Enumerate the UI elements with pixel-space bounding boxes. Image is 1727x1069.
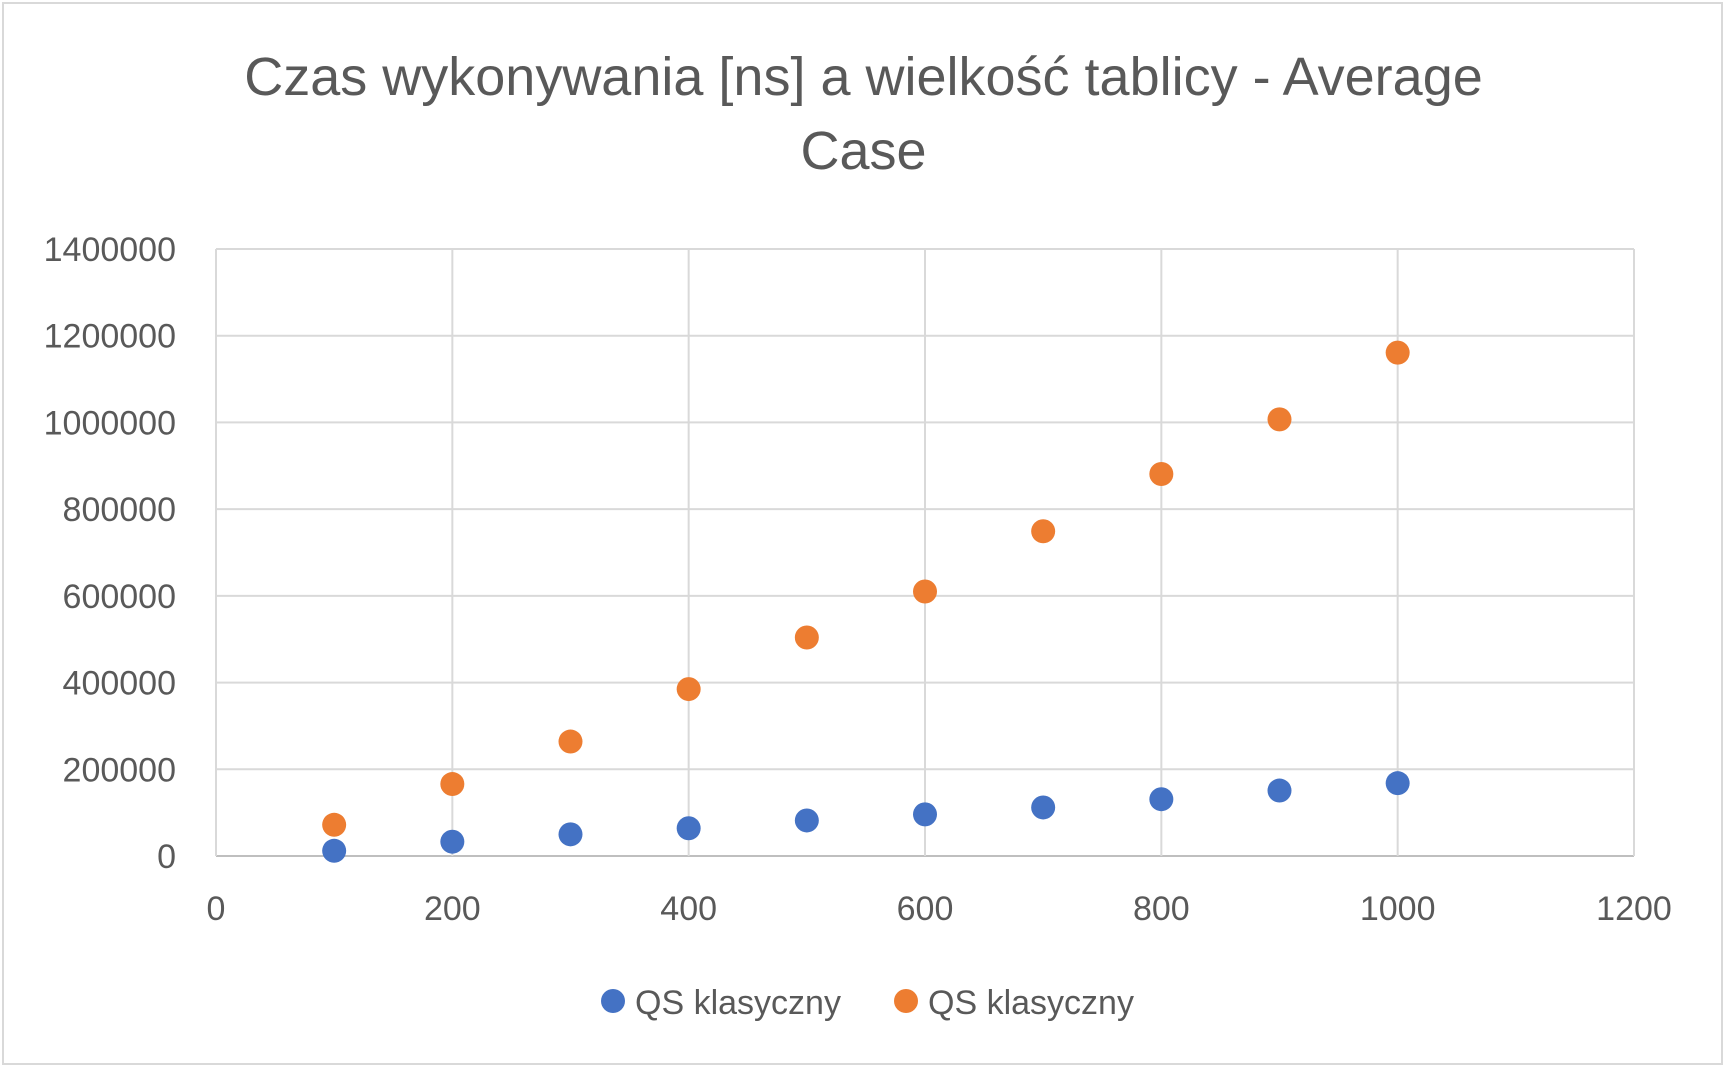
- x-axis-tick-labels: 0 200 400 600 800 1000 1200: [207, 890, 1672, 928]
- series-1-point: [794, 808, 819, 833]
- series-2-point: [1267, 407, 1292, 432]
- series-1-point: [1385, 771, 1410, 796]
- gridlines: [215, 248, 1635, 857]
- series-2-point: [1031, 519, 1056, 544]
- series-2-point: [322, 812, 347, 837]
- series-2-point: [794, 625, 819, 650]
- series-1-point: [1267, 778, 1292, 803]
- legend-marker-2: [894, 989, 918, 1013]
- series-1-point: [676, 816, 701, 841]
- x-tick-label: 1200: [1596, 890, 1672, 928]
- chart-title-line-2: Case: [800, 121, 927, 181]
- series-2-point: [676, 677, 701, 702]
- y-tick-label: 1400000: [44, 231, 176, 269]
- y-tick-label: 600000: [63, 578, 176, 616]
- series-1-point: [558, 822, 583, 847]
- legend-label-2: QS klasyczny: [928, 984, 1134, 1022]
- series-1-point: [1149, 787, 1174, 812]
- x-tick-label: 200: [424, 890, 481, 928]
- y-tick-label: 1200000: [44, 318, 176, 356]
- series-1-point: [322, 838, 347, 863]
- y-tick-label: 400000: [63, 665, 176, 703]
- series-1-point: [1031, 795, 1056, 820]
- y-tick-label: 800000: [63, 491, 176, 529]
- series-2-point: [558, 729, 583, 754]
- y-tick-label: 0: [157, 838, 176, 876]
- x-tick-label: 800: [1133, 890, 1190, 928]
- y-tick-label: 200000: [63, 751, 176, 789]
- x-tick-label: 1000: [1360, 890, 1436, 928]
- data-points: [322, 340, 1410, 863]
- legend-label-1: QS klasyczny: [635, 984, 841, 1022]
- x-tick-label: 600: [897, 890, 954, 928]
- legend: QS klasyczny QS klasyczny: [601, 984, 1134, 1022]
- series-2-point: [1385, 340, 1410, 365]
- series-2-point: [1149, 462, 1174, 487]
- y-axis-tick-labels: 0 200000 400000 600000 800000 1000000 1200000 1…: [44, 231, 176, 876]
- series-2-point: [440, 772, 465, 797]
- chart-title-line-1: Czas wykonywania [ns] a wielkość tablicy…: [244, 47, 1483, 107]
- legend-marker-1: [601, 989, 625, 1013]
- series-1-point: [440, 829, 465, 854]
- series-1-point: [913, 802, 937, 827]
- series-2-point: [913, 579, 937, 604]
- x-tick-label: 400: [660, 890, 717, 928]
- x-tick-label: 0: [207, 890, 226, 928]
- y-tick-label: 1000000: [44, 404, 176, 442]
- chart-title: Czas wykonywania [ns] a wielkość tablicy…: [0, 40, 1727, 188]
